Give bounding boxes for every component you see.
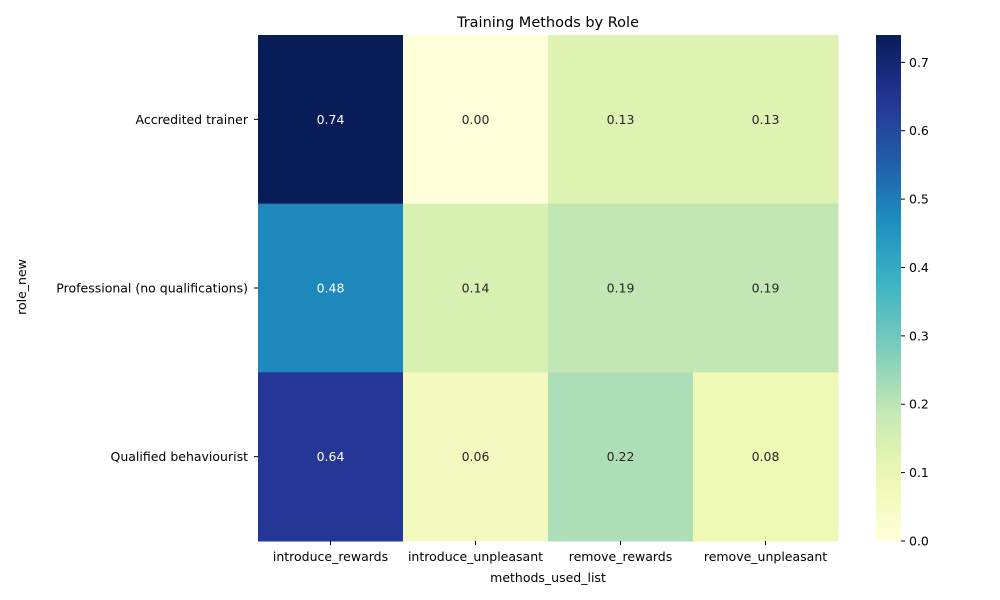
cell-value-label: 0.64 [317, 449, 345, 464]
cell-value-label: 0.08 [752, 449, 780, 464]
cell-value-label: 0.14 [462, 281, 490, 296]
colorbar-tick-label: 0.7 [909, 55, 929, 70]
heatmap-cell [548, 203, 694, 373]
x-tick-label: introduce_unpleasant [408, 549, 543, 564]
colorbar-tick-label: 0.0 [909, 534, 929, 549]
colorbar-tick-label: 0.6 [909, 123, 929, 138]
cell-value-label: 0.00 [462, 112, 490, 127]
colorbar-tick-label: 0.3 [909, 328, 929, 343]
colorbar: 0.0 0.1 0.2 0.3 0.4 0.5 0.6 0.7 [876, 35, 929, 549]
chart-title: Training Methods by Role [456, 15, 639, 31]
x-axis-label: methods_used_list [490, 570, 606, 585]
x-axis: introduce_rewards introduce_unpleasant rem… [273, 541, 827, 564]
heatmap-cell [693, 203, 839, 373]
x-tick-label: introduce_rewards [273, 549, 388, 564]
y-tick-label: Accredited trainer [136, 112, 249, 127]
heatmap-cell [258, 35, 404, 205]
heatmap-cell [403, 372, 549, 542]
x-tick-label: remove_rewards [569, 549, 673, 564]
heatmap-cell [548, 35, 694, 205]
colorbar-tick-label: 0.5 [909, 192, 929, 207]
heatmap-cell [693, 35, 839, 205]
colorbar-tick-label: 0.1 [909, 465, 929, 480]
cell-value-label: 0.13 [607, 112, 635, 127]
cell-value-label: 0.13 [752, 112, 780, 127]
y-axis-label: role_new [14, 259, 29, 315]
heatmap-cell [548, 372, 694, 542]
y-axis: Accredited trainer Professional (no quali… [56, 112, 258, 464]
cell-value-label: 0.22 [607, 449, 635, 464]
heatmap-cells: 0.74 0.00 0.13 0.13 0.48 0.14 0.19 0.19 0.64 0.06… [258, 35, 839, 542]
y-tick-label: Qualified behaviourist [110, 449, 248, 464]
cell-value-label: 0.19 [607, 281, 635, 296]
y-tick-label: Professional (no qualifications) [56, 281, 248, 296]
cell-value-label: 0.48 [317, 281, 345, 296]
colorbar-tick-label: 0.2 [909, 397, 929, 412]
colorbar-gradient [876, 35, 901, 541]
heatmap-cell [258, 203, 404, 373]
colorbar-tick-label: 0.4 [909, 260, 929, 275]
x-tick-label: remove_unpleasant [704, 549, 827, 564]
heatmap-cell [693, 372, 839, 542]
heatmap-cell [403, 35, 549, 205]
heatmap-cell [258, 372, 404, 542]
cell-value-label: 0.74 [317, 112, 345, 127]
cell-value-label: 0.06 [462, 449, 490, 464]
heatmap-cell [403, 203, 549, 373]
cell-value-label: 0.19 [752, 281, 780, 296]
